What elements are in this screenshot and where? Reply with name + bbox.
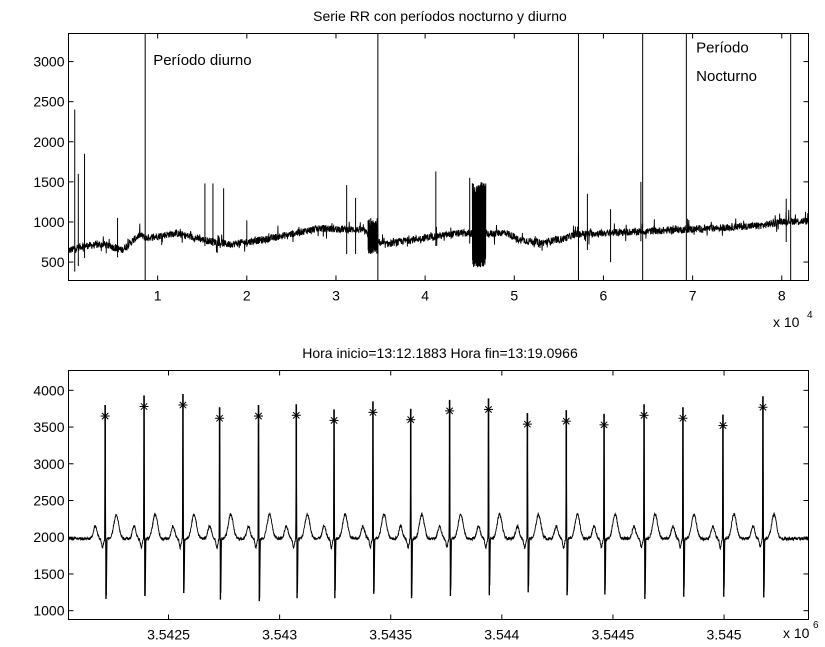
y-tick-label: 1000 bbox=[33, 603, 64, 619]
plot-frame bbox=[68, 370, 809, 620]
peak-marker bbox=[599, 420, 609, 430]
peak-marker bbox=[522, 419, 532, 429]
x-tick-label: 3.5445 bbox=[592, 627, 635, 643]
peak-marker bbox=[718, 421, 728, 431]
x-tick-label: 3 bbox=[332, 288, 340, 304]
chart-ecg-segment: Hora inicio=13:12.1883 Hora fin=13:19.09… bbox=[33, 345, 819, 643]
peak-marker bbox=[329, 415, 339, 425]
peak-marker bbox=[561, 416, 571, 426]
y-tick-label: 1000 bbox=[33, 214, 64, 230]
y-tick-label: 3500 bbox=[33, 419, 64, 435]
period-annotation: Período bbox=[696, 40, 749, 57]
y-tick-label: 3000 bbox=[33, 456, 64, 472]
y-tick-label: 1500 bbox=[33, 174, 64, 190]
x-tick-label: 2 bbox=[243, 288, 251, 304]
peak-marker bbox=[368, 407, 378, 417]
ecg-plot bbox=[69, 394, 808, 602]
ecg-line bbox=[69, 407, 808, 599]
peak-marker bbox=[291, 410, 301, 420]
x-tick-label: 7 bbox=[689, 288, 697, 304]
peak-marker bbox=[254, 411, 263, 421]
period-annotation: Período diurno bbox=[153, 52, 251, 69]
rr-burst bbox=[471, 182, 487, 268]
peak-marker bbox=[678, 413, 688, 423]
y-tick-label: 2500 bbox=[33, 94, 64, 110]
plot-frame bbox=[68, 33, 809, 281]
x-tick-label: 3.5425 bbox=[147, 627, 190, 643]
rr-burst bbox=[367, 218, 379, 254]
y-tick-label: 1500 bbox=[33, 566, 64, 582]
peak-marker bbox=[484, 404, 493, 414]
x-exponent-base: x 10 bbox=[773, 314, 800, 330]
y-tick-label: 500 bbox=[41, 254, 65, 270]
period-annotation: Nocturno bbox=[696, 68, 757, 85]
peak-marker bbox=[215, 413, 225, 423]
x-tick-label: 3.5435 bbox=[369, 627, 412, 643]
x-tick-label: 5 bbox=[510, 288, 518, 304]
x-tick-label: 1 bbox=[154, 288, 162, 304]
chart-rr-series: Serie RR con períodos nocturno y diurno … bbox=[33, 8, 813, 330]
x-tick-label: 3.545 bbox=[707, 627, 742, 643]
chart-title: Serie RR con períodos nocturno y diurno bbox=[313, 8, 567, 24]
x-tick-label: 8 bbox=[778, 288, 786, 304]
peak-marker bbox=[178, 400, 188, 410]
x-exponent-power: 6 bbox=[813, 620, 819, 631]
rr-series-line bbox=[69, 209, 808, 254]
peak-marker bbox=[406, 415, 416, 425]
y-tick-label: 2500 bbox=[33, 493, 64, 509]
x-tick-label: 4 bbox=[421, 288, 429, 304]
chart-title: Hora inicio=13:12.1883 Hora fin=13:19.09… bbox=[302, 345, 578, 361]
peak-marker bbox=[758, 402, 768, 412]
x-tick-label: 6 bbox=[600, 288, 608, 304]
x-tick-label: 3.544 bbox=[484, 627, 519, 643]
peak-marker bbox=[100, 411, 110, 421]
y-tick-label: 4000 bbox=[33, 382, 64, 398]
x-exponent-base: x 10 bbox=[783, 625, 810, 641]
peak-marker bbox=[639, 410, 649, 420]
y-tick-label: 2000 bbox=[33, 529, 64, 545]
rr-series-plot bbox=[69, 34, 808, 280]
y-tick-label: 2000 bbox=[33, 134, 64, 150]
peak-marker bbox=[445, 406, 455, 416]
peak-marker bbox=[139, 401, 149, 411]
x-exponent-power: 4 bbox=[807, 310, 813, 321]
y-tick-label: 3000 bbox=[33, 54, 64, 70]
x-tick-label: 3.543 bbox=[262, 627, 297, 643]
